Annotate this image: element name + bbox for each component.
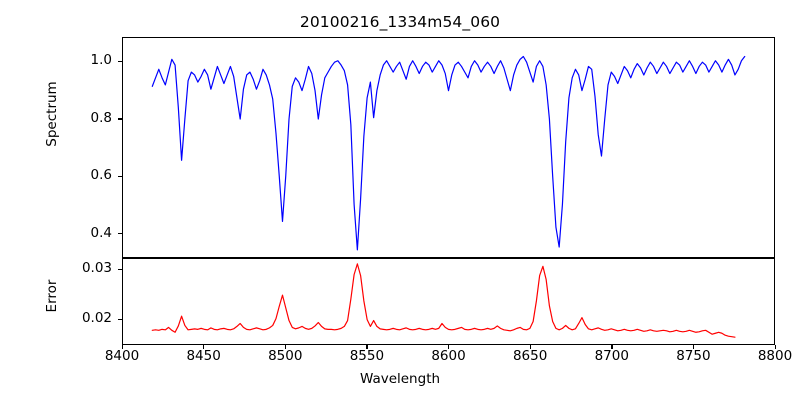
x-axis-label: Wavelength xyxy=(359,371,441,387)
x-tick-label: 8700 xyxy=(594,348,629,364)
spectrum-y-tick-mark xyxy=(118,118,122,120)
x-tick-label: 8450 xyxy=(186,348,221,364)
spectrum-y-tick-label: 0.6 xyxy=(90,167,112,184)
x-tick-mark xyxy=(366,345,368,349)
spectrum-y-tick-mark xyxy=(118,175,122,177)
x-tick-label: 8400 xyxy=(104,348,140,364)
x-tick-mark xyxy=(692,345,695,349)
error-y-tick-mark xyxy=(118,268,122,270)
x-tick-label: 8500 xyxy=(268,348,303,364)
x-tick-mark xyxy=(203,345,205,349)
figure-title: 20100216_1334m54_060 xyxy=(299,13,501,31)
spectrum-plot-panel xyxy=(122,37,775,258)
x-tick-mark xyxy=(611,345,613,349)
error-y-tick-mark xyxy=(118,318,122,320)
spectrum-y-tick-mark xyxy=(118,60,122,63)
error-line-series xyxy=(123,259,774,344)
error-y-tick-label: 0.02 xyxy=(81,310,112,326)
error-plot-panel xyxy=(122,258,775,345)
x-tick-label: 8750 xyxy=(676,348,711,364)
x-tick-label: 8650 xyxy=(512,348,548,364)
error-y-axis-label: Error xyxy=(44,279,60,313)
x-tick-label: 8550 xyxy=(349,348,385,364)
x-tick-label: 8800 xyxy=(757,348,793,364)
spectrum-y-tick-label: 1.0 xyxy=(90,52,112,69)
x-tick-mark xyxy=(284,345,286,349)
x-tick-mark xyxy=(448,345,450,349)
x-tick-label: 8600 xyxy=(431,348,466,364)
spectrum-line-series xyxy=(123,38,774,257)
x-tick-mark xyxy=(529,345,531,349)
x-tick-mark xyxy=(774,345,776,349)
spectrum-y-tick-mark xyxy=(118,233,122,235)
error-y-tick-label: 0.03 xyxy=(81,260,112,276)
spectrum-y-tick-label: 0.8 xyxy=(90,109,112,126)
x-tick-mark xyxy=(121,345,123,349)
spectrum-y-tick-label: 0.4 xyxy=(90,224,112,241)
